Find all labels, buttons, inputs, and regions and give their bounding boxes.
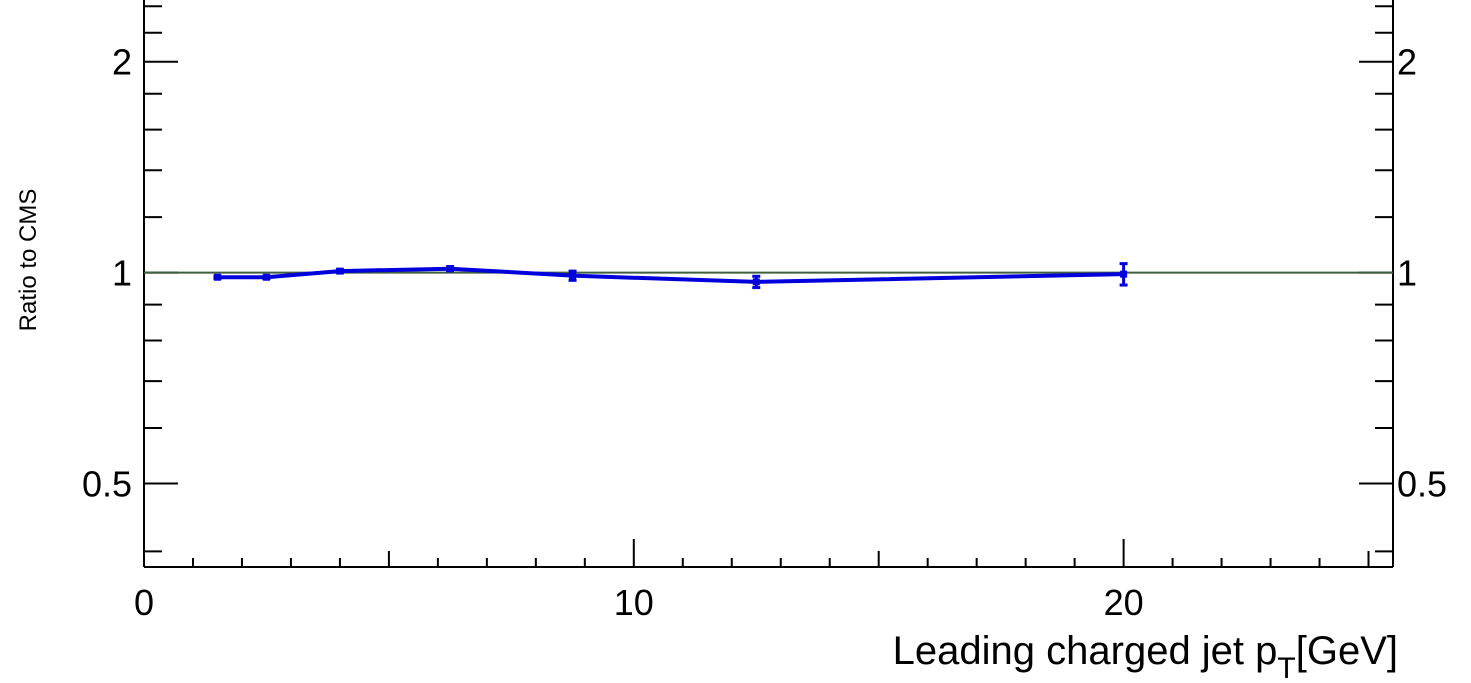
y-tick-label-left: 0.5 [82, 464, 132, 505]
y-tick-label-right: 0.5 [1397, 464, 1447, 505]
y-tick-label-left: 1 [112, 253, 132, 294]
x-axis-label: Leading charged jet pT[GeV] [893, 629, 1398, 683]
x-tick-label: 10 [614, 582, 654, 623]
axes-frame [143, 0, 1394, 568]
data-point [336, 267, 344, 275]
data-point [569, 272, 577, 280]
x-tick-label: 0 [134, 582, 154, 623]
data-point [1120, 270, 1128, 278]
series-line [217, 266, 1124, 284]
data-point [752, 278, 760, 286]
data-point [262, 273, 270, 281]
x-axis-label-main: Leading charged jet p [893, 629, 1278, 673]
y-tick-label-right: 1 [1397, 253, 1417, 294]
y-tick-label-left: 2 [112, 42, 132, 83]
data-point [213, 273, 221, 281]
series-group [213, 262, 1128, 290]
x-axis-label-subscript: T [1277, 652, 1295, 683]
x-tick-label: 20 [1104, 582, 1144, 623]
x-axis-label-unit: [GeV] [1296, 629, 1398, 673]
data-point [446, 265, 454, 273]
y-axis-label: Ratio to CMS [15, 189, 42, 332]
tick-labels-group: 0 10 20 0.5 0.5 1 1 2 2 [82, 42, 1447, 623]
y-tick-label-right: 2 [1397, 42, 1417, 83]
